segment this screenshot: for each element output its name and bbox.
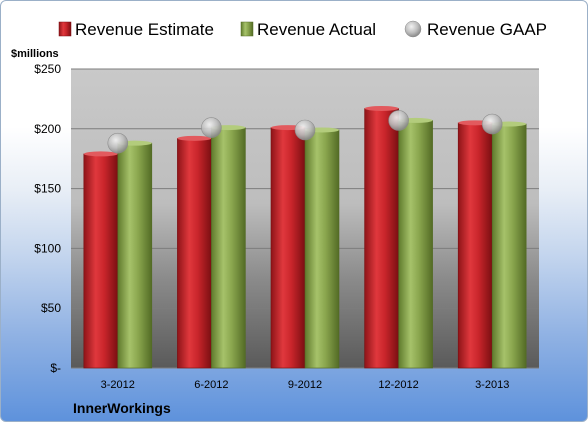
gaap-markers <box>107 110 503 154</box>
bar-revenue-actual <box>117 142 153 369</box>
x-tick-label: 9-2012 <box>288 379 322 391</box>
y-axis: $- $50 $100 $150 $200 $250 <box>34 62 61 375</box>
bar-revenue-estimate <box>457 122 493 369</box>
bar-top <box>177 135 212 141</box>
marker-revenue-gaap <box>388 110 409 131</box>
legend-label-actual: Revenue Actual <box>257 20 376 39</box>
marker-revenue-gaap <box>107 132 129 154</box>
y-tick-label: $150 <box>34 182 61 196</box>
legend-item-estimate: Revenue Estimate <box>58 20 214 39</box>
legend-swatch-estimate <box>58 21 72 37</box>
company-name: InnerWorkings <box>73 400 171 416</box>
bar-revenue-estimate <box>364 108 399 369</box>
legend-marker-gaap <box>404 20 422 38</box>
x-axis: 3-2012 6-2012 9-2012 12-2012 3-2013 <box>101 379 510 391</box>
bar-revenue-estimate <box>83 153 119 369</box>
marker-revenue-gaap <box>201 117 222 138</box>
y-tick-label: $200 <box>34 122 61 136</box>
x-tick-label: 6-2012 <box>194 379 228 391</box>
legend-swatch-actual <box>240 21 254 37</box>
bars <box>83 105 527 369</box>
legend-item-gaap: Revenue GAAP <box>404 20 547 39</box>
y-tick-label: $100 <box>34 241 61 255</box>
bar-revenue-actual <box>491 123 527 369</box>
bar-revenue-actual <box>398 120 433 369</box>
marker-revenue-gaap <box>294 119 316 141</box>
legend-label-estimate: Revenue Estimate <box>75 20 214 39</box>
y-tick-label: $50 <box>41 301 61 315</box>
bar-revenue-actual <box>211 127 246 369</box>
y-tick-label: $250 <box>34 62 61 76</box>
x-tick-label: 3-2013 <box>475 379 509 391</box>
y-tick-label: $- <box>50 361 61 375</box>
bar-top <box>364 105 399 111</box>
marker-revenue-gaap <box>481 113 503 135</box>
bar-revenue-estimate <box>270 127 306 369</box>
x-tick-label: 12-2012 <box>378 379 418 391</box>
bar-top <box>83 151 118 157</box>
bar-revenue-estimate <box>177 138 212 369</box>
bar-revenue-actual <box>304 129 340 369</box>
y-axis-unit-label: $millions <box>11 48 59 60</box>
x-tick-label: 3-2012 <box>101 379 135 391</box>
legend-item-actual: Revenue Actual <box>240 20 376 39</box>
legend: Revenue Estimate Revenue Actual Revenue … <box>58 20 547 39</box>
legend-label-gaap: Revenue GAAP <box>427 20 547 39</box>
